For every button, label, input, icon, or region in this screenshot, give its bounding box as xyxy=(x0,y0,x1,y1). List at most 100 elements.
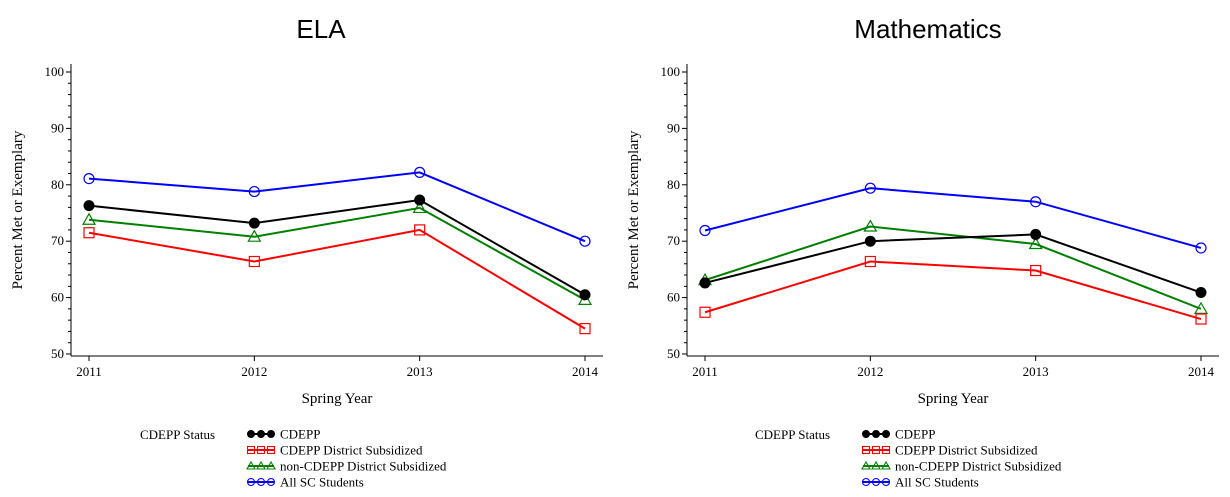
y-tick-label: 70 xyxy=(51,233,64,248)
data-point-non-cdepp-district-subsidized xyxy=(412,200,427,214)
data-point-cdepp xyxy=(1195,287,1207,299)
data-point-all-sc-students xyxy=(83,172,95,185)
data-point-all-sc-students xyxy=(1030,196,1042,208)
legend-marker xyxy=(267,430,275,438)
x-tick-label: 2012 xyxy=(241,364,267,379)
legend-marker xyxy=(871,460,881,470)
data-point-all-sc-students xyxy=(414,166,426,178)
legend-marker xyxy=(872,430,880,438)
data-point-non-cdepp-district-subsidized xyxy=(247,229,262,242)
legend-marker xyxy=(257,430,265,438)
legend-marker xyxy=(861,477,871,487)
x-tick-label: 2014 xyxy=(1188,364,1215,379)
legend-marker xyxy=(881,477,891,487)
series-cdepp xyxy=(83,194,591,301)
data-point-cdepp-district-subsidized xyxy=(83,227,95,239)
series-line-non-cdepp-district-subsidized xyxy=(704,225,1202,310)
series-all-sc-students xyxy=(83,166,591,247)
x-tick-label: 2013 xyxy=(1023,364,1049,379)
data-point-cdepp-district-subsidized xyxy=(1195,313,1207,325)
x-tick-label: 2012 xyxy=(857,364,883,379)
data-point-non-cdepp-district-subsidized xyxy=(1193,301,1209,314)
series-cdepp-district-subsidized xyxy=(699,255,1207,325)
legend-label: CDEPP xyxy=(280,427,320,442)
legend-label: non-CDEPP District Subsidized xyxy=(895,459,1062,474)
series-line-cdepp-district-subsidized xyxy=(704,260,1202,320)
y-tick-label: 60 xyxy=(51,290,64,305)
series-cdepp xyxy=(699,228,1207,299)
y-tick-label: 100 xyxy=(661,64,681,79)
legend-title: CDEPP Status xyxy=(140,427,215,442)
data-point-cdepp-district-subsidized xyxy=(864,255,876,268)
series-line-cdepp xyxy=(704,233,1202,294)
series-line-cdepp-district-subsidized xyxy=(88,228,586,330)
chart-panel-ela: ELA 50 60 70 80 90 100 2011 2012 2013 2014 Spring Y… xyxy=(10,14,603,490)
legend-entry-non-cdepp-district-subsidized: non-CDEPP District Subsidized xyxy=(861,459,1062,474)
chart-title: ELA xyxy=(296,14,346,44)
data-point-all-sc-students xyxy=(699,224,711,237)
x-axis-label: Spring Year xyxy=(918,391,989,407)
data-point-all-sc-students xyxy=(248,185,260,198)
legend-marker xyxy=(871,445,881,455)
y-axis-label: Percent Met or Exemplary xyxy=(626,130,642,289)
legend-label: All SC Students xyxy=(895,475,979,490)
legend-marker xyxy=(266,477,276,487)
data-point-cdepp xyxy=(83,200,95,212)
data-point-non-cdepp-district-subsidized xyxy=(81,212,97,225)
x-tick-label: 2013 xyxy=(407,364,433,379)
legend-marker xyxy=(246,460,256,470)
chart-panel-mathematics: Mathematics 50 60 70 80 90 100 2011 2012 2013 2014… xyxy=(626,14,1219,490)
data-point-cdepp-district-subsidized xyxy=(579,323,591,335)
y-tick-label: 90 xyxy=(667,120,680,135)
data-point-cdepp-district-subsidized xyxy=(1030,264,1042,277)
legend-marker xyxy=(862,430,870,438)
data-point-all-sc-students xyxy=(864,182,876,194)
series-all-sc-students xyxy=(699,182,1207,254)
series-line-all-sc-students xyxy=(704,187,1202,249)
legend-marker xyxy=(882,430,890,438)
y-tick-label: 50 xyxy=(667,346,680,361)
legend-title: CDEPP Status xyxy=(755,427,830,442)
legend-marker xyxy=(881,460,891,470)
legend-label: All SC Students xyxy=(280,475,364,490)
legend-marker xyxy=(861,460,871,470)
series-line-non-cdepp-district-subsidized xyxy=(88,206,586,301)
data-point-cdepp xyxy=(864,235,876,247)
series-line-all-sc-students xyxy=(88,171,586,243)
x-axis-label: Spring Year xyxy=(302,391,373,407)
legend-entry-cdepp: CDEPP xyxy=(862,427,935,442)
legend-marker xyxy=(256,460,266,470)
legend-marker xyxy=(881,445,891,455)
y-tick-label: 60 xyxy=(667,290,680,305)
data-point-cdepp-district-subsidized xyxy=(414,224,426,236)
y-tick-label: 50 xyxy=(51,346,64,361)
x-tick-label: 2011 xyxy=(76,364,102,379)
y-axis-label: Percent Met or Exemplary xyxy=(10,130,26,289)
data-point-cdepp xyxy=(1030,228,1042,240)
data-point-cdepp-district-subsidized xyxy=(248,255,260,268)
legend-label: CDEPP District Subsidized xyxy=(895,443,1038,458)
x-tick-label: 2011 xyxy=(692,364,718,379)
data-point-non-cdepp-district-subsidized xyxy=(1028,236,1043,250)
y-tick-label: 100 xyxy=(45,64,65,79)
legend-marker xyxy=(266,445,276,455)
data-point-cdepp xyxy=(414,194,426,206)
data-point-cdepp xyxy=(248,217,260,229)
legend-marker xyxy=(871,477,881,487)
chart-title: Mathematics xyxy=(854,14,1001,44)
legend-label: CDEPP xyxy=(895,427,935,442)
legend-marker xyxy=(246,445,256,455)
legend-entry-all-sc-students: All SC Students xyxy=(861,475,979,490)
y-tick-label: 70 xyxy=(667,233,680,248)
data-point-non-cdepp-district-subsidized xyxy=(863,219,878,232)
legend-label: CDEPP District Subsidized xyxy=(280,443,423,458)
legend-entry-cdepp: CDEPP xyxy=(247,427,320,442)
data-point-cdepp xyxy=(579,289,591,301)
legend-marker xyxy=(247,430,255,438)
data-point-all-sc-students xyxy=(1195,242,1207,254)
legend-entry-all-sc-students: All SC Students xyxy=(246,475,364,490)
legend-marker xyxy=(246,477,256,487)
